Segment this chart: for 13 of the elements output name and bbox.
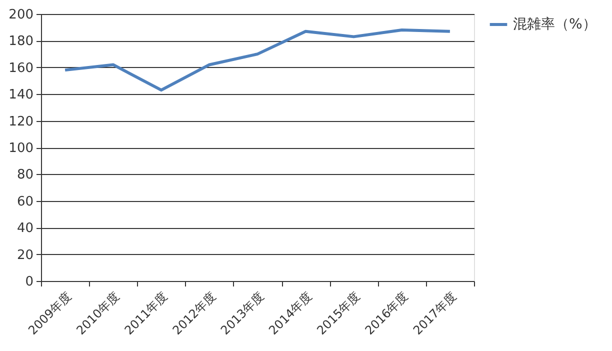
- y-tick-label: 120: [8, 114, 34, 130]
- y-tick-label: 80: [16, 168, 34, 183]
- y-tick-label: 200: [8, 8, 34, 22]
- y-tick-label: 0: [25, 274, 34, 290]
- y-tick-label: 180: [8, 34, 34, 50]
- legend-label: 混雑率（%）: [513, 16, 596, 32]
- y-tick-label: 160: [8, 60, 34, 76]
- y-tick-label: 140: [8, 88, 34, 103]
- y-tick-label: 100: [8, 141, 34, 156]
- line-series: [64, 28, 452, 92]
- y-tick-label: 60: [16, 194, 34, 210]
- y-tick-label: 20: [16, 248, 34, 263]
- y-tick-label: 40: [16, 221, 34, 236]
